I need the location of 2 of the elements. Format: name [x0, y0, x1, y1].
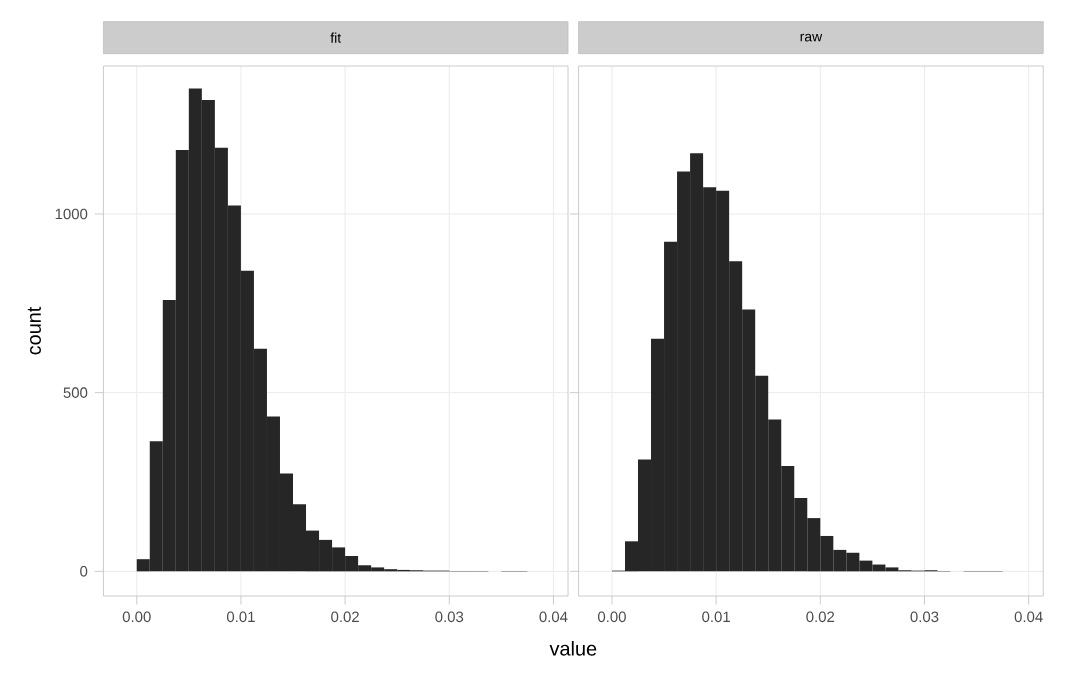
x-axis-title: value [549, 641, 597, 656]
y-axis-title: count [27, 306, 41, 355]
